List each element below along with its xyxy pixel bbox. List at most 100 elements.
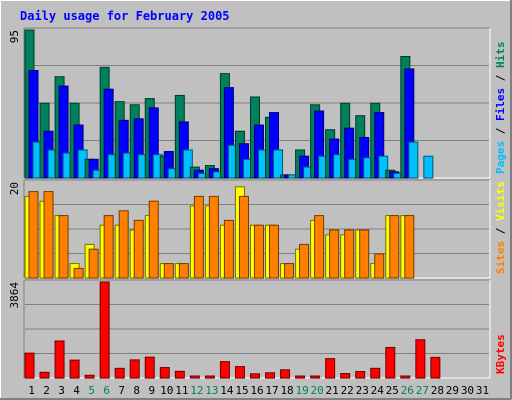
panel-middle: 20 Sites / Visits xyxy=(8,179,507,279)
legend-separator: / xyxy=(494,221,507,241)
bar-sites-day-13 xyxy=(208,195,219,279)
bar-sites-day-17 xyxy=(269,224,280,279)
bar-kbytes-day-22 xyxy=(340,373,351,379)
x-tick-label-day-2: 2 xyxy=(43,384,50,397)
x-tick-label-day-28: 28 xyxy=(431,384,444,397)
x-tick-label-day-1: 1 xyxy=(28,384,35,397)
bar-kbytes-day-14 xyxy=(219,361,230,379)
x-tick-label-day-18: 18 xyxy=(280,384,293,397)
bar-sites-day-12 xyxy=(193,195,204,279)
bar-sites-day-8 xyxy=(133,219,144,279)
legend-entry-sites: Sites xyxy=(494,241,507,274)
x-tick-label-day-19: 19 xyxy=(295,384,308,397)
x-tick-label-day-30: 30 xyxy=(461,384,474,397)
x-tick-label-day-9: 9 xyxy=(148,384,155,397)
bar-sites-day-11 xyxy=(178,263,189,279)
bar-sites-day-20 xyxy=(314,215,325,279)
bar-kbytes-day-1 xyxy=(24,352,35,379)
bar-sites-day-3 xyxy=(58,215,69,279)
legend-entry-kbytes: KBytes xyxy=(494,334,507,374)
bar-sites-day-9 xyxy=(148,200,159,279)
x-tick-label-day-3: 3 xyxy=(58,384,65,397)
bar-sites-day-16 xyxy=(253,224,264,279)
x-tick-label-day-26: 26 xyxy=(401,384,414,397)
bar-kbytes-day-27 xyxy=(415,339,426,379)
x-tick-label-day-24: 24 xyxy=(371,384,385,397)
panel-top-ymax-label: 95 xyxy=(8,30,21,43)
bar-kbytes-day-26 xyxy=(400,375,411,379)
legend-entry-hits: Hits xyxy=(494,42,507,69)
bar-kbytes-day-25 xyxy=(385,346,396,379)
bar-kbytes-day-21 xyxy=(325,358,336,379)
bar-kbytes-day-3 xyxy=(54,340,65,379)
bar-pages-day-17 xyxy=(273,149,284,179)
x-tick-label-day-13: 13 xyxy=(205,384,218,397)
legend-entry-visits: Visits xyxy=(494,181,507,221)
bar-pages-day-11 xyxy=(182,149,193,179)
bar-sites-day-24 xyxy=(374,253,385,279)
x-tick-label-day-22: 22 xyxy=(341,384,354,397)
bar-sites-day-6 xyxy=(103,215,114,279)
panel-middle-legend: Sites / Visits xyxy=(494,181,507,274)
bar-pages-day-26 xyxy=(408,141,419,179)
bar-sites-day-5 xyxy=(88,248,99,279)
bar-kbytes-day-16 xyxy=(249,373,260,379)
bar-sites-day-10 xyxy=(163,263,174,279)
bar-kbytes-day-10 xyxy=(159,367,170,379)
bar-sites-day-15 xyxy=(238,195,249,279)
bar-kbytes-day-19 xyxy=(295,375,306,379)
bar-kbytes-day-28 xyxy=(430,356,441,379)
legend-separator: / xyxy=(494,121,507,141)
bar-kbytes-day-4 xyxy=(69,359,80,379)
x-tick-label-day-27: 27 xyxy=(416,384,429,397)
bar-kbytes-day-7 xyxy=(114,367,125,379)
x-tick-label-day-17: 17 xyxy=(265,384,278,397)
bar-sites-day-14 xyxy=(223,219,234,279)
bar-kbytes-day-8 xyxy=(129,359,140,379)
panel-bottom-legend: KBytes xyxy=(494,334,507,374)
bar-sites-day-4 xyxy=(73,267,84,279)
x-tick-label-day-8: 8 xyxy=(133,384,140,397)
x-tick-label-day-12: 12 xyxy=(190,384,203,397)
bar-kbytes-day-6 xyxy=(99,281,110,379)
bar-kbytes-day-23 xyxy=(355,371,366,379)
bar-kbytes-day-11 xyxy=(174,370,185,379)
bar-sites-day-19 xyxy=(299,243,310,279)
bar-sites-day-2 xyxy=(43,191,54,279)
panel-bottom-ymax-label: 3864 xyxy=(8,282,21,309)
x-tick-label-day-20: 20 xyxy=(311,384,324,397)
x-tick-label-day-16: 16 xyxy=(250,384,263,397)
bar-kbytes-day-20 xyxy=(310,375,321,379)
x-tick-label-day-23: 23 xyxy=(356,384,369,397)
bar-sites-day-18 xyxy=(284,263,295,279)
x-tick-label-day-10: 10 xyxy=(160,384,173,397)
x-axis-tick-labels: 1 2 3 4 5 6 7 8 9 10 11 12 13 14 15 16 17 18 19 20 21 22 23 24 2… xyxy=(28,384,489,397)
bar-sites-day-7 xyxy=(118,210,129,279)
bar-kbytes-day-9 xyxy=(144,356,155,379)
x-tick-label-day-15: 15 xyxy=(235,384,248,397)
x-tick-label-day-6: 6 xyxy=(103,384,110,397)
bar-sites-day-21 xyxy=(329,229,340,279)
bar-kbytes-day-18 xyxy=(280,369,291,379)
x-tick-label-day-25: 25 xyxy=(386,384,399,397)
bar-kbytes-day-24 xyxy=(370,367,381,379)
chart-title: Daily usage for February 2005 xyxy=(20,9,230,23)
legend-entry-pages: Pages xyxy=(494,141,507,174)
panel-top: 95 Pages / Files / Hits xyxy=(8,27,507,179)
panel-bottom: 3864 KBytes xyxy=(8,279,507,379)
x-tick-label-day-21: 21 xyxy=(326,384,339,397)
bar-pages-day-27 xyxy=(423,155,434,179)
x-tick-label-day-31: 31 xyxy=(476,384,489,397)
legend-separator: / xyxy=(494,68,507,88)
bar-sites-day-26 xyxy=(404,215,415,279)
bar-kbytes-day-15 xyxy=(234,366,245,379)
x-tick-label-day-14: 14 xyxy=(220,384,234,397)
panel-middle-ymax-label: 20 xyxy=(8,182,21,195)
panel-top-legend: Pages / Files / Hits xyxy=(494,42,507,175)
x-tick-label-day-7: 7 xyxy=(118,384,125,397)
bar-kbytes-day-2 xyxy=(39,371,50,379)
x-tick-label-day-5: 5 xyxy=(88,384,95,397)
bar-sites-day-22 xyxy=(344,229,355,279)
bar-kbytes-day-17 xyxy=(265,372,276,379)
